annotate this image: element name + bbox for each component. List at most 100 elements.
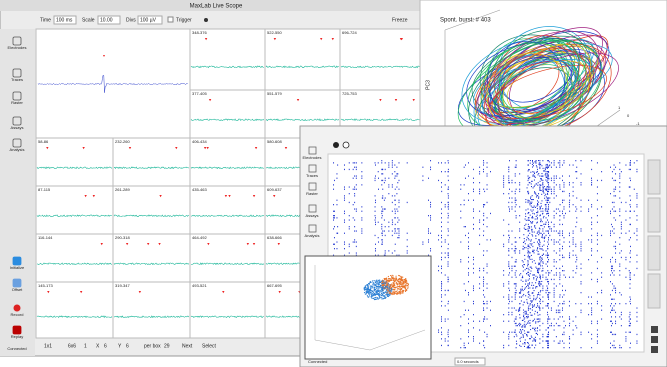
spike-dot	[511, 256, 513, 259]
sidebar-item[interactable]: Raster	[11, 100, 23, 105]
footer-item[interactable]: 1	[84, 343, 87, 349]
footer-item[interactable]: 6	[104, 343, 107, 349]
sidebar-item[interactable]: Assays	[306, 213, 319, 218]
spike-dot	[447, 344, 449, 347]
spike-dot	[486, 287, 488, 289]
footer-item[interactable]: 1x1	[44, 343, 52, 349]
footer-item[interactable]: 6x6	[68, 343, 76, 349]
spike-dot	[483, 303, 484, 305]
spike-dot	[348, 193, 350, 195]
sidebar-item[interactable]: Assays	[11, 125, 24, 130]
spike-dot	[536, 303, 538, 305]
sidebar-item[interactable]: Electrodes	[8, 45, 27, 50]
spike-dot	[333, 179, 335, 182]
time-field[interactable]	[454, 357, 486, 366]
spike-dot	[576, 177, 578, 179]
spike-dot	[559, 316, 561, 318]
divs-field[interactable]	[137, 15, 163, 25]
burst-dot	[537, 210, 539, 212]
sidebar-item[interactable]: Traces	[11, 77, 23, 82]
spike-dot	[568, 276, 570, 278]
footer-item[interactable]: Select	[202, 343, 217, 349]
footer-item[interactable]: 29	[164, 343, 170, 349]
spike-dot	[539, 186, 541, 188]
spike-dot	[440, 289, 442, 292]
spike-dot	[547, 327, 549, 329]
sidebar-item[interactable]: Raster	[306, 191, 318, 196]
footer-item[interactable]: Next	[182, 343, 193, 349]
scatter-point	[394, 284, 396, 287]
tool-icon[interactable]	[651, 336, 658, 343]
side-tab[interactable]	[647, 197, 661, 233]
footer-item[interactable]: 6	[126, 343, 129, 349]
scatter-point	[385, 284, 388, 286]
spike-dot	[391, 219, 393, 221]
spike-dot	[572, 250, 574, 252]
footer-item[interactable]: X	[96, 343, 100, 349]
spike-dot	[628, 316, 630, 318]
scale-field[interactable]	[97, 15, 121, 25]
red-marker	[103, 55, 105, 57]
spike-dot	[486, 217, 488, 219]
side-tab[interactable]	[647, 273, 661, 309]
spike-dot	[422, 166, 424, 168]
scatter-point	[382, 295, 384, 297]
spike-dot	[559, 204, 561, 206]
sidebar-item[interactable]: Traces	[306, 173, 318, 178]
sidebar-item[interactable]: Replay	[11, 334, 23, 339]
burst-dot	[536, 296, 538, 298]
sidebar-icon	[308, 224, 317, 233]
spike-dot	[515, 241, 517, 243]
spike-dot	[539, 208, 541, 210]
spike-dot	[539, 294, 541, 296]
spike-dot	[355, 210, 357, 212]
spike-dot	[398, 237, 400, 239]
spike-dot	[580, 173, 582, 175]
footer-item[interactable]: per box	[144, 343, 161, 349]
burst-dot	[535, 171, 537, 173]
sidebar-item[interactable]: Electrodes	[303, 155, 322, 160]
spike-dot	[336, 173, 338, 175]
scatter-point	[379, 295, 381, 297]
spike-dot	[548, 160, 550, 162]
spike-marker	[273, 38, 277, 41]
tool-icon[interactable]	[651, 326, 658, 333]
spike-dot	[557, 162, 559, 164]
tool-icon[interactable]	[651, 346, 658, 353]
spike-dot	[503, 243, 505, 245]
spike-dot	[515, 322, 517, 325]
footer-item[interactable]: Y	[118, 343, 122, 349]
sidebar-icon	[308, 204, 317, 213]
burst-dot	[543, 240, 545, 242]
spike-dot	[636, 206, 638, 208]
scatter-point	[386, 285, 389, 287]
sidebar-item[interactable]: Offset	[12, 287, 23, 292]
time-field[interactable]	[53, 15, 77, 25]
spike-dot	[447, 340, 449, 342]
close-button[interactable]	[333, 142, 339, 148]
spike-dot	[508, 263, 510, 265]
sidebar-item[interactable]: Analysis	[305, 233, 320, 238]
sidebar-item[interactable]: Analysis	[10, 147, 25, 152]
spike-dot	[336, 204, 338, 206]
trace	[113, 262, 190, 265]
sidebar-item[interactable]: Initialize	[10, 265, 25, 270]
spike-dot	[610, 267, 612, 270]
spike-dot	[333, 219, 335, 221]
info-button[interactable]	[342, 141, 350, 149]
spike-dot	[580, 250, 582, 252]
burst-dot	[523, 318, 525, 320]
spike-dot	[629, 322, 631, 325]
side-tab[interactable]	[647, 159, 661, 195]
spike-dot	[546, 336, 548, 338]
spike-dot	[473, 320, 474, 322]
spike-dot	[355, 241, 357, 243]
sidebar-item[interactable]: Record	[11, 312, 24, 317]
side-tab[interactable]	[647, 235, 661, 271]
spike-dot	[553, 261, 555, 263]
burst-dot	[521, 260, 523, 262]
spike-dot	[580, 347, 582, 349]
spike-dot	[580, 228, 582, 230]
trigger-checkbox[interactable]	[167, 16, 174, 23]
spike-dot	[563, 274, 565, 276]
